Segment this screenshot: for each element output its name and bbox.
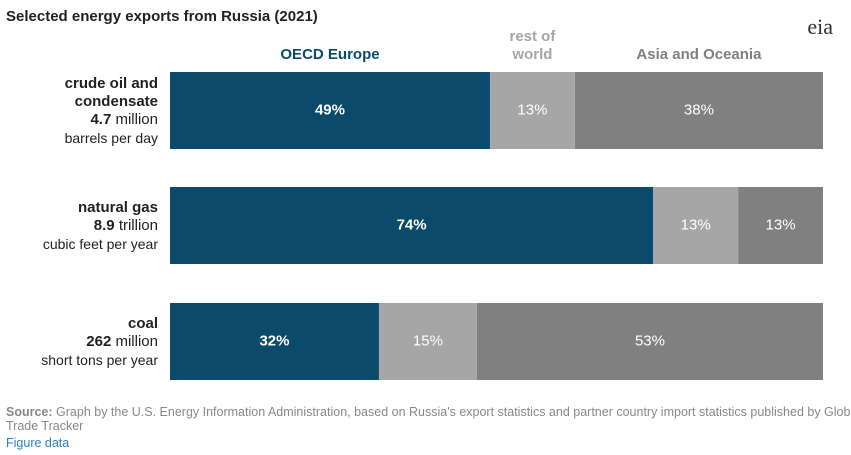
chart-title: Selected energy exports from Russia (202… [6,8,318,25]
amount: 4.7 [90,110,112,128]
legend-item: Asia and Oceania [636,46,762,63]
per-unit: barrels per day [64,129,158,146]
legend-item: OECD Europe [280,46,380,63]
figure-data-link[interactable]: Figure data [6,436,70,450]
amount-unit: trillion [118,216,158,234]
logo: eia [807,14,833,39]
category-label: natural gas 8.9 trillion cubic feet per ye… [8,183,158,268]
plot: 49% 13% 38% 74% 13% 13% 32% 15% 53% [170,72,823,380]
category-name: natural gas [77,198,158,216]
value-label: 32% [259,332,289,349]
bar-segment [476,303,823,380]
category-name: coal [127,314,158,332]
source-text: Graph by the U.S. Energy Information Adm… [6,405,851,433]
bar-segment [653,187,739,264]
bar-segment [378,303,477,380]
per-unit: short tons per year [41,351,158,368]
value-label: 13% [766,216,796,233]
category-name: crude oil and condensate [64,74,158,110]
value-label: 13% [681,216,711,233]
value-label: 74% [397,216,427,233]
category-amount: 8.9 trillion [8,217,158,235]
amount: 8.9 [93,216,115,234]
amount-unit: million [115,332,158,350]
category-amount: 4.7 million [8,111,158,129]
bar-segment [170,187,654,264]
value-label: 38% [684,101,714,118]
legend-item: rest of world [509,28,556,63]
source-label: Source: [6,405,53,419]
category-label: coal 262 million short tons per year [8,299,158,384]
amount-unit: million [115,110,158,128]
per-unit: cubic feet per year [42,235,158,252]
value-label: 53% [635,332,665,349]
value-label: 13% [517,101,547,118]
bar-segment [170,72,490,149]
value-label: 15% [413,332,443,349]
source: Source: Graph by the U.S. Energy Informa… [6,405,851,433]
value-label: 49% [315,101,345,118]
bar-segment [574,72,823,149]
category-label: crude oil and condensate 4.7 million barre… [8,68,158,153]
category-amount: 262 million [8,333,158,351]
bar-segment [170,303,379,380]
bar-segment [489,72,575,149]
amount: 262 [86,332,112,350]
bar-segment [738,187,823,264]
